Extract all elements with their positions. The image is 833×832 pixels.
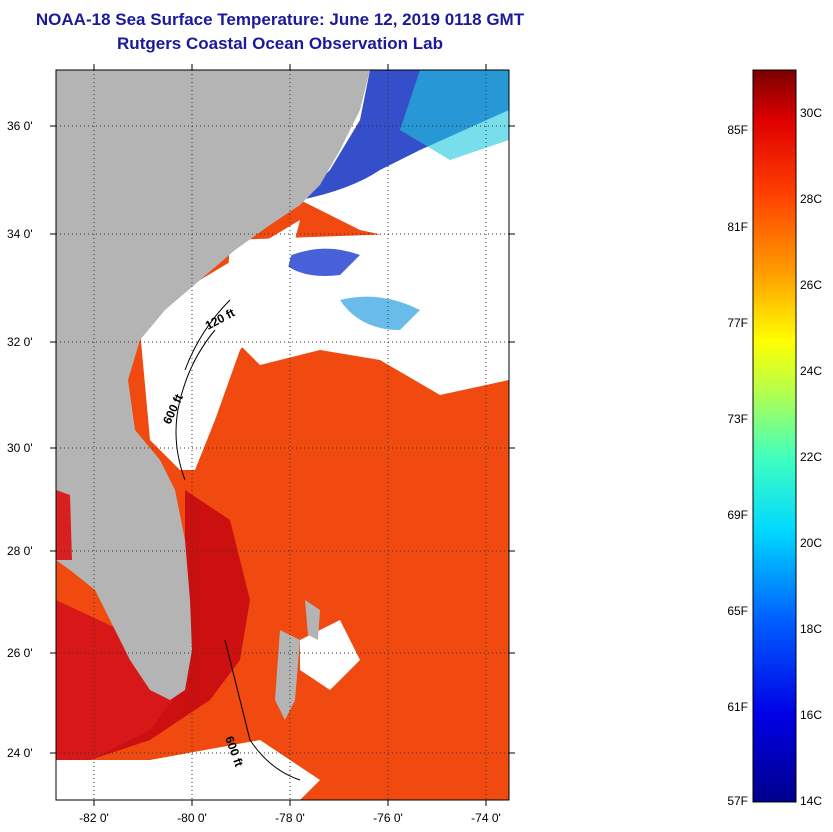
south-no-data xyxy=(56,740,320,800)
lat-label: 34 0' xyxy=(7,227,33,241)
lon-label: -74 0' xyxy=(471,811,501,825)
map-ticks xyxy=(50,64,515,806)
gulf-of-mexico-warm xyxy=(56,600,180,760)
colorbar-c-label: 14C xyxy=(800,794,822,808)
gulf-stream xyxy=(70,490,250,760)
longitude-labels: -82 0' -80 0' -78 0' -76 0' -74 0' xyxy=(79,811,501,825)
lon-label: -80 0' xyxy=(177,811,207,825)
lat-label: 28 0' xyxy=(7,544,33,558)
colorbar-f-label: 57F xyxy=(727,794,748,808)
colorbar-f-label: 81F xyxy=(727,220,748,234)
map-area xyxy=(56,70,509,800)
cool-water-patch xyxy=(400,70,509,160)
land-mass xyxy=(56,70,370,700)
colorbar-c-label: 30C xyxy=(800,106,822,120)
lon-label: -76 0' xyxy=(373,811,403,825)
map-frame xyxy=(55,69,510,801)
colorbar-f-label: 77F xyxy=(727,316,748,330)
lat-label: 30 0' xyxy=(7,441,33,455)
colorbar-c-label: 26C xyxy=(800,278,822,292)
graticule xyxy=(56,70,509,800)
gulf-edge-water xyxy=(56,490,72,560)
cold-patch xyxy=(280,248,360,276)
colorbar xyxy=(752,69,797,803)
lat-label: 24 0' xyxy=(7,746,33,760)
colorbar-c-label: 22C xyxy=(800,450,822,464)
colorbar-c-label: 28C xyxy=(800,192,822,206)
colorbar-f-label: 73F xyxy=(727,412,748,426)
map-subtitle: Rutgers Coastal Ocean Observation Lab xyxy=(117,34,443,53)
colorbar-celsius-labels: 30C 28C 26C 24C 22C 20C 18C 16C 14C xyxy=(800,106,822,808)
colorbar-c-label: 24C xyxy=(800,364,822,378)
contour-120ft xyxy=(184,299,231,371)
colorbar-f-label: 61F xyxy=(727,700,748,714)
lat-label: 32 0' xyxy=(7,335,33,349)
lon-label: -82 0' xyxy=(79,811,109,825)
colorbar-c-label: 16C xyxy=(800,708,822,722)
colorbar-f-label: 65F xyxy=(727,604,748,618)
colorbar-c-label: 18C xyxy=(800,622,822,636)
bahamas-land xyxy=(275,630,300,720)
lat-label: 26 0' xyxy=(7,646,33,660)
cool-patch xyxy=(340,296,420,330)
colorbar-f-label: 85F xyxy=(727,123,748,137)
colorbar-fahrenheit-labels: 85F 81F 77F 73F 69F 65F 61F 57F xyxy=(727,123,748,808)
latitude-labels: 36 0' 34 0' 32 0' 30 0' 28 0' 26 0' 24 0… xyxy=(7,119,33,760)
bahamas-land-2 xyxy=(305,600,320,640)
map-title: NOAA-18 Sea Surface Temperature: June 12… xyxy=(35,10,525,29)
contour-600ft-south xyxy=(224,639,301,781)
lon-label: -78 0' xyxy=(275,811,305,825)
colorbar-c-label: 20C xyxy=(800,536,822,550)
coastal-no-data xyxy=(140,220,300,470)
lat-label: 36 0' xyxy=(7,119,33,133)
contour-600ft-north xyxy=(175,329,216,481)
colorbar-f-label: 69F xyxy=(727,508,748,522)
